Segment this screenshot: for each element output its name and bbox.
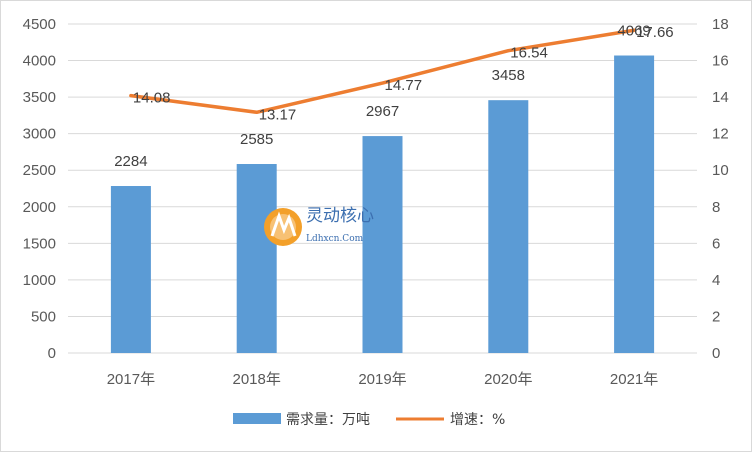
watermark-en: Ldhxcn.Com: [306, 234, 364, 244]
y-right-tick-label: 0: [712, 345, 720, 362]
x-tick-label: 2019年: [358, 371, 406, 388]
bar: [110, 186, 151, 353]
line-value-label: 13.17: [259, 106, 297, 123]
bar: [614, 55, 655, 353]
bar-value-label: 2967: [366, 103, 399, 120]
y-left-tick-label: 2000: [23, 199, 56, 216]
y-right-tick-label: 18: [712, 16, 729, 33]
watermark-cn: 灵动核心: [306, 206, 374, 226]
line-data-labels: 14.08 13.17 14.77 16.54 17.66: [133, 24, 674, 123]
line-series: [129, 28, 636, 115]
y-right-tick-label: 6: [712, 235, 720, 252]
bar-value-label: 2284: [114, 153, 147, 170]
x-tick-label: 2018年: [233, 371, 281, 388]
y-right-tick-label: 10: [712, 162, 729, 179]
y-axis-left: 0 500 1000 1500 2000 2500 3000 3500 4000 4500: [23, 16, 56, 362]
watermark: 灵动核心 Ldhxcn.Com: [264, 206, 374, 246]
x-axis: 2017年 2018年 2019年 2020年 2021年: [107, 371, 659, 388]
watermark-logo: [264, 208, 302, 246]
y-left-tick-label: 500: [31, 308, 56, 325]
bar-data-labels: 2284 2585 2967 3458 4069: [114, 23, 651, 171]
legend-line-label: 增速：%: [450, 412, 505, 428]
growth-line: [129, 28, 636, 115]
line-value-label: 14.08: [133, 90, 171, 107]
x-tick-label: 2020年: [484, 371, 532, 388]
y-left-tick-label: 3500: [23, 89, 56, 106]
y-left-tick-label: 1000: [23, 272, 56, 289]
line-value-label: 17.66: [636, 24, 674, 41]
y-right-tick-label: 14: [712, 89, 729, 106]
legend-bar-label: 需求量：万吨: [286, 412, 370, 428]
y-right-tick-label: 16: [712, 53, 729, 70]
y-left-tick-label: 2500: [23, 162, 56, 179]
bar-value-label: 4069: [617, 23, 650, 40]
y-right-tick-label: 12: [712, 126, 729, 143]
legend: 需求量：万吨 增速：%: [233, 412, 505, 428]
y-right-tick-label: 4: [712, 272, 720, 289]
x-tick-label: 2021年: [610, 371, 658, 388]
gridlines: [68, 23, 697, 354]
y-left-tick-label: 3000: [23, 126, 56, 143]
y-right-tick-label: 8: [712, 199, 720, 216]
bar-series: [110, 55, 655, 353]
y-axis-right: 0 2 4 6 8 10 12 14 16 18: [712, 16, 729, 362]
legend-bar-swatch: [233, 413, 281, 424]
x-tick-label: 2017年: [107, 371, 155, 388]
bar-value-label: 3458: [492, 67, 525, 84]
y-left-tick-label: 4500: [23, 16, 56, 33]
bar: [488, 100, 529, 353]
line-value-label: 14.77: [385, 77, 423, 94]
bar: [236, 164, 277, 353]
bar: [362, 136, 403, 353]
y-left-tick-label: 4000: [23, 53, 56, 70]
y-right-tick-label: 2: [712, 308, 720, 325]
bar-value-label: 2585: [240, 131, 273, 148]
y-left-tick-label: 1500: [23, 235, 56, 252]
line-value-label: 16.54: [510, 45, 548, 62]
y-left-tick-label: 0: [48, 345, 56, 362]
